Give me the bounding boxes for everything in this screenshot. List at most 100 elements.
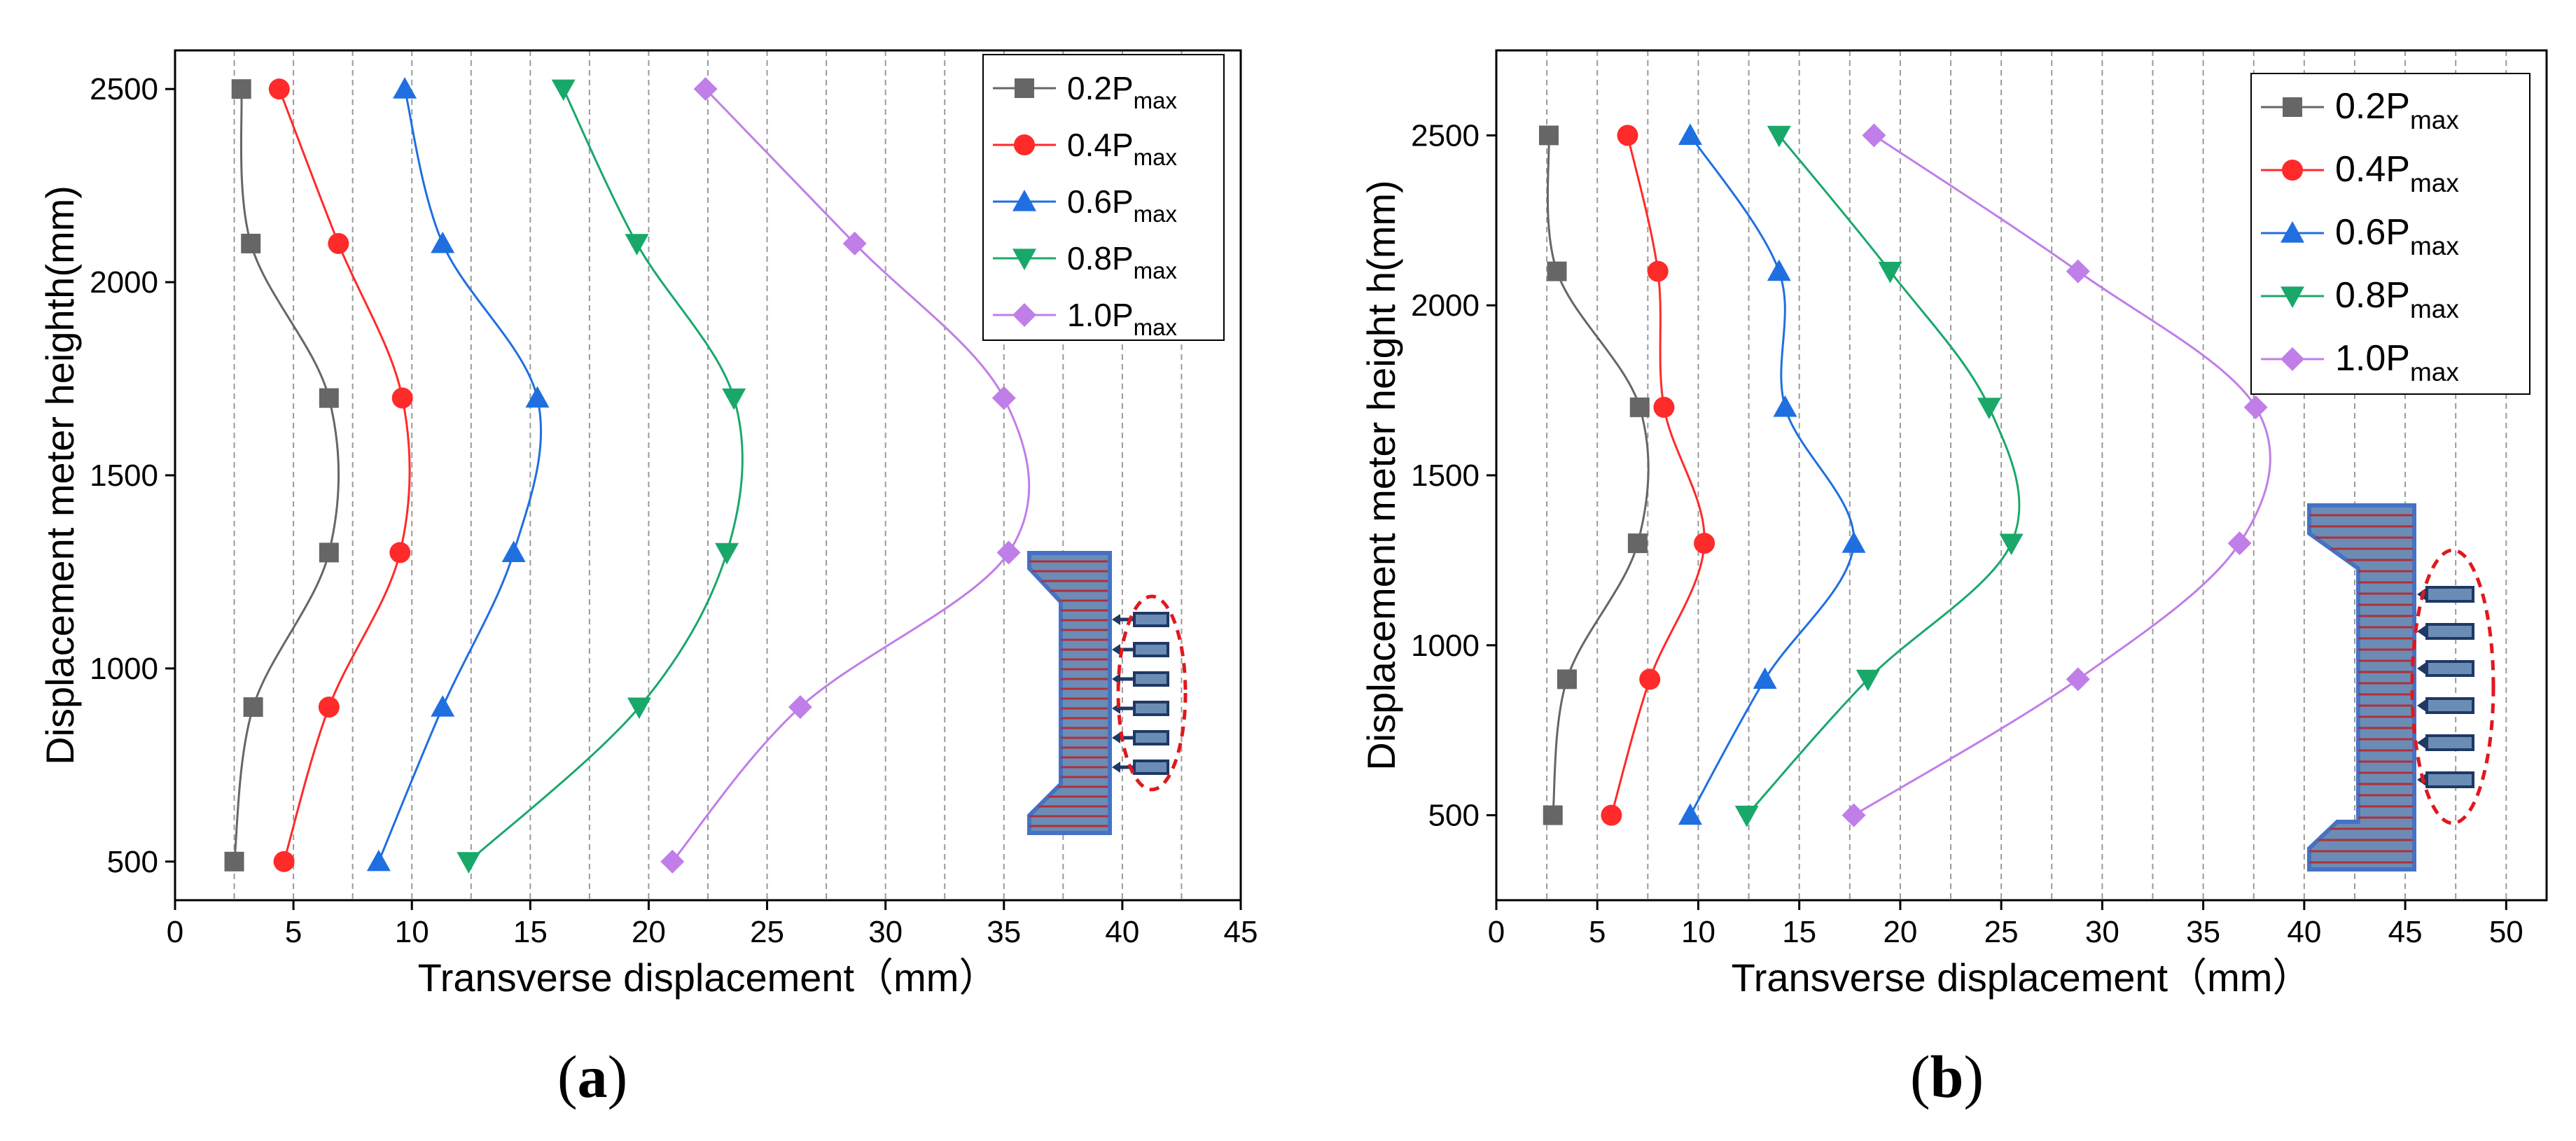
- x-axis-title: Transverse displacement（mm）: [418, 955, 998, 1000]
- arrow-head-icon: [2417, 662, 2426, 675]
- series-1_0P: [660, 77, 1031, 874]
- series-0_2P: [1539, 125, 1650, 825]
- x-tick-label: 40: [2287, 915, 2321, 949]
- data-point: [389, 542, 411, 564]
- legend-item: 0.4Pmax: [2261, 149, 2459, 197]
- legend-label: 1.0Pmax: [1067, 297, 1177, 340]
- series-line: [1853, 134, 2271, 816]
- y-tick-label: 2000: [90, 265, 158, 300]
- x-tick-label: 10: [1681, 915, 1715, 949]
- data-point: [525, 386, 550, 408]
- data-point: [1629, 397, 1650, 417]
- series-line: [233, 89, 340, 862]
- data-point: [1557, 669, 1577, 690]
- data-point: [2243, 395, 2268, 419]
- series-0_6P: [1678, 123, 1866, 825]
- legend-label: 0.6Pmax: [1067, 183, 1177, 227]
- data-point: [991, 386, 1016, 410]
- y-axis-title: Displacement meter heighth(mm): [38, 186, 82, 765]
- x-tick-label: 40: [1105, 915, 1139, 949]
- series-line: [1746, 134, 2021, 816]
- load-block: [2425, 586, 2474, 603]
- series-0_8P: [1734, 125, 2024, 827]
- y-tick-label: 1500: [90, 458, 158, 493]
- y-axis: 500 1000 1500 2000 2500: [90, 72, 175, 879]
- x-tick-label: 35: [2186, 915, 2220, 949]
- data-point: [1639, 668, 1661, 690]
- data-point: [693, 77, 718, 102]
- x-axis: 0 5 10 15 20 25 30 35 40 45 50: [1488, 900, 2523, 949]
- x-tick-label: 25: [750, 915, 784, 949]
- section-hatch: [2309, 514, 2413, 864]
- x-tick-label: 15: [513, 915, 548, 949]
- data-point: [1694, 533, 1715, 554]
- data-point: [1543, 805, 1563, 825]
- data-point: [1753, 667, 1777, 689]
- x-tick-label: 45: [1224, 915, 1258, 949]
- series-line: [278, 88, 411, 862]
- data-point: [328, 232, 349, 254]
- legend-marker: [2283, 97, 2302, 117]
- legend-marker: [2281, 221, 2304, 243]
- x-tick-label: 15: [1782, 915, 1816, 949]
- y-tick-label: 500: [1428, 799, 1480, 833]
- series-0_8P: [457, 79, 746, 874]
- load-zone-ellipse: [1116, 594, 1188, 792]
- arrow-head-icon: [2417, 736, 2426, 749]
- legend-item: 0.8Pmax: [993, 240, 1177, 284]
- data-point: [319, 542, 339, 563]
- grid: [233, 50, 1183, 900]
- x-tick-label: 20: [632, 915, 666, 949]
- data-point: [231, 79, 251, 99]
- data-point: [243, 697, 263, 718]
- load-arrows: [1112, 612, 1169, 775]
- data-point: [393, 77, 417, 99]
- x-axis-title: Transverse displacement（mm）: [1732, 955, 2312, 1000]
- data-point: [501, 540, 526, 562]
- x-tick-label: 0: [167, 915, 183, 949]
- legend-label: 0.4Pmax: [1067, 127, 1177, 170]
- data-point: [722, 388, 746, 410]
- legend-item: 1.0Pmax: [2261, 338, 2459, 386]
- data-point: [1856, 669, 1880, 692]
- load-block: [2425, 771, 2474, 788]
- x-tick-label: 5: [1589, 915, 1606, 949]
- data-point: [1678, 123, 1702, 145]
- data-point: [1647, 260, 1669, 282]
- legend-item: 0.4Pmax: [993, 127, 1177, 170]
- data-point: [2227, 531, 2252, 556]
- load-arrows: [2417, 586, 2474, 788]
- data-point: [366, 849, 391, 872]
- legend-marker: [2282, 160, 2303, 181]
- data-point: [224, 851, 244, 872]
- data-point: [1842, 803, 1866, 827]
- legend: 0.2Pmax 0.4Pmax 0.6Pmax 0.8Pmax 1.0Pmax: [2250, 73, 2530, 395]
- y-tick-label: 2000: [1411, 288, 1480, 323]
- data-point: [842, 231, 867, 255]
- x-tick-label: 35: [987, 915, 1021, 949]
- legend-label: 1.0Pmax: [2335, 338, 2459, 386]
- legend-item: 0.6Pmax: [2261, 212, 2459, 260]
- legend-marker: [1014, 134, 1035, 155]
- series-line: [1546, 135, 1650, 816]
- data-point: [431, 695, 455, 717]
- x-tick-label: 50: [2489, 915, 2523, 949]
- data-point: [1678, 803, 1702, 825]
- data-point: [1999, 533, 2024, 556]
- arrow-head-icon: [2417, 699, 2426, 712]
- data-point: [788, 695, 812, 720]
- x-tick-label: 30: [2085, 915, 2119, 949]
- data-point: [457, 852, 481, 874]
- data-point: [2066, 667, 2090, 692]
- y-tick-label: 2500: [1411, 118, 1480, 153]
- x-axis: 0 5 10 15 20 25 30 35 40 45: [167, 900, 1258, 949]
- data-point: [1653, 396, 1675, 418]
- y-tick-label: 500: [107, 845, 158, 879]
- legend-label: 0.6Pmax: [2335, 212, 2459, 260]
- data-point: [715, 542, 739, 565]
- data-point: [996, 540, 1021, 565]
- data-point: [318, 696, 340, 718]
- data-point: [625, 234, 649, 255]
